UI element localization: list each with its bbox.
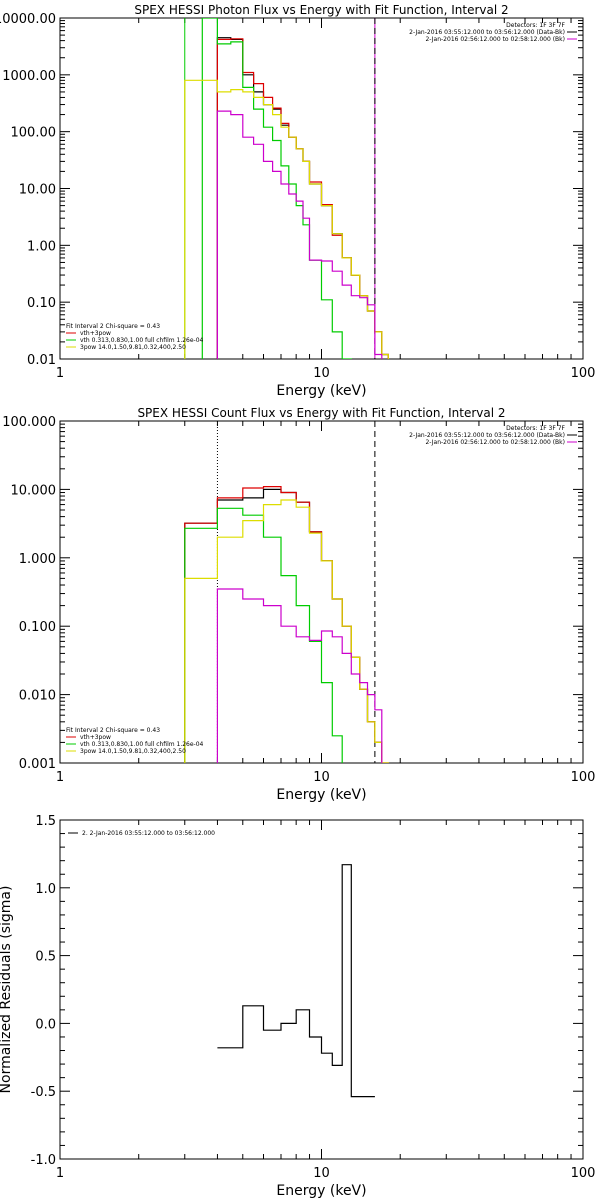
legend-bottom-left-text: 3pow 14.0,1.50,9.81,0.32,400,2.50 (80, 748, 186, 755)
x-tick-label: 100 (571, 770, 596, 785)
x-tick-label: 10 (313, 1166, 330, 1181)
y-tick-label: -1.0 (31, 1153, 56, 1168)
y-tick-label: 0.001 (19, 757, 56, 772)
y-tick-label: 100.000 (2, 415, 56, 430)
plot-area (217, 864, 375, 1098)
x-axis-label: Energy (keV) (276, 1183, 366, 1199)
y-tick-label: 1.0 (35, 882, 56, 897)
residuals-panel: 1 10 100 Energy (keV) -1.0 -0.5 0.0 0.5 1.0 1.5 No… (0, 814, 595, 1199)
y-tick-label: 10.00 (19, 183, 56, 198)
chart-title: SPEX HESSI Count Flux vs Energy with Fit… (137, 406, 505, 420)
series-3pow-line (184, 499, 389, 763)
legend-top-right-text: 2-Jan-2016 02:56:12.000 to 02:58:12.000 … (425, 36, 565, 43)
plot-area (184, 18, 389, 359)
plot-frame (59, 420, 584, 764)
x-axis-label: Energy (keV) (276, 383, 366, 399)
legend-bottom-left-text: Fit Interval 2 Chi-square = 0.43 (66, 727, 160, 734)
legend-top-right-text: 2-Jan-2016 02:56:12.000 to 02:58:12.000 … (425, 439, 565, 446)
legend-top-right-text: Detectors: 1F 3F 7F (506, 425, 565, 432)
series-vth-line (201, 18, 352, 359)
legend-bottom-left-text: vth 0.313,0.830,1.00 full chfilm 1.26e-0… (80, 741, 204, 748)
legend-top-right-text: 2-Jan-2016 03:55:12.000 to 03:56:12.000 … (409, 29, 565, 36)
series-residuals-line (217, 864, 375, 1098)
x-tick-label: 1 (56, 366, 64, 381)
legend-top-right-text: 2-Jan-2016 03:55:12.000 to 03:56:12.000 … (409, 432, 565, 439)
x-tick-label: 1 (56, 1166, 64, 1181)
y-tick-label: 0.100 (19, 620, 56, 635)
x-tick-label: 10 (313, 366, 330, 381)
y-tick-label: 0.10 (27, 296, 56, 311)
y-tick-label: 0.010 (19, 689, 56, 704)
legend-bottom-left-text: vth+3pow (80, 330, 111, 337)
y-tick-label: 1.5 (35, 814, 56, 829)
y-axis-label: Normalized Residuals (sigma) (0, 886, 14, 1094)
y-tick-label: -0.5 (31, 1085, 56, 1100)
legend-top-left-text: 2. 2-Jan-2016 03:55:12.000 to 03:56:12.0… (82, 830, 215, 837)
legend-bottom-left-text: 3pow 14.0,1.50,9.81,0.32,400,2.50 (80, 344, 186, 351)
y-tick-label: 1.00 (27, 239, 56, 254)
x-tick-label: 1 (56, 770, 64, 785)
count-flux-panel: SPEX HESSI Count Flux vs Energy with Fit… (2, 406, 595, 803)
series-bk-line (216, 588, 383, 763)
chart-title: SPEX HESSI Photon Flux vs Energy with Fi… (134, 3, 508, 17)
x-axis-label: Energy (keV) (276, 787, 366, 803)
y-tick-label: 0.0 (35, 1017, 56, 1032)
y-tick-label: 10000.00 (0, 12, 56, 27)
legend-bottom-left-text: vth+3pow (80, 734, 111, 741)
x-tick-label: 100 (571, 1166, 596, 1181)
series-vth-line (184, 507, 343, 763)
photon-flux-panel: SPEX HESSI Photon Flux vs Energy with Fi… (0, 3, 595, 399)
legend-bottom-left-text: vth 0.313,0.830,1.00 full chfilm 1.26e-0… (80, 337, 204, 344)
legend-bottom-left-text: Fit Interval 2 Chi-square = 0.43 (66, 323, 160, 330)
y-tick-label: 10.000 (11, 483, 57, 498)
y-tick-label: 0.5 (35, 950, 56, 965)
x-tick-label: 100 (571, 366, 596, 381)
y-tick-label: 1000.00 (2, 69, 56, 84)
y-tick-label: 0.01 (27, 353, 56, 368)
plot-area (184, 421, 389, 763)
series-bk-line (216, 110, 383, 359)
legend-top-right-text: Detectors: 1F 3F 7F (506, 22, 565, 29)
plot-frame (59, 819, 584, 1160)
y-tick-label: 1.000 (19, 552, 56, 567)
x-tick-label: 10 (313, 770, 330, 785)
series-3pow-line (184, 79, 389, 359)
series-data-bk-line (184, 488, 389, 763)
y-tick-label: 100.00 (11, 126, 57, 141)
